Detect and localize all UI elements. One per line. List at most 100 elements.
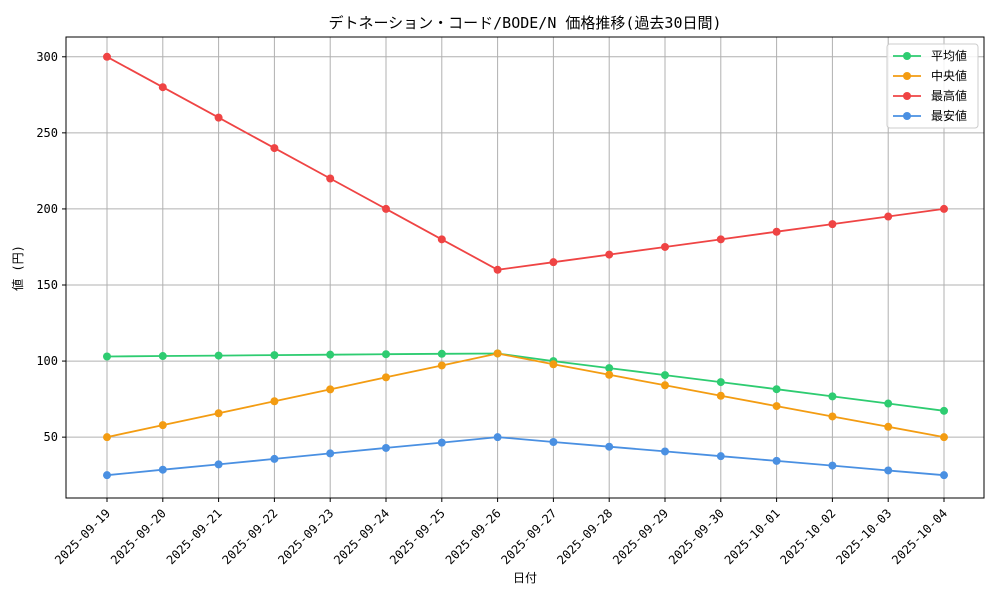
data-point (828, 412, 837, 421)
data-point (605, 250, 614, 259)
y-tick-label: 150 (36, 278, 58, 292)
data-point (493, 265, 502, 274)
data-point (270, 144, 279, 153)
data-point (103, 52, 111, 61)
data-point (158, 83, 167, 92)
data-point (828, 220, 837, 229)
data-point (382, 373, 390, 382)
data-point (437, 438, 446, 447)
legend-label: 最安値 (931, 108, 967, 123)
data-point (158, 421, 167, 430)
legend-item[interactable]: 平均値 (893, 48, 967, 63)
data-point (661, 371, 669, 380)
x-axis: 2025-09-192025-09-202025-09-212025-09-22… (52, 498, 950, 567)
y-axis-label: 値 (円) (10, 245, 25, 291)
data-point (884, 422, 893, 431)
data-point (437, 349, 446, 358)
data-point (214, 460, 223, 469)
data-point (326, 385, 335, 394)
x-tick-label: 2025-10-02 (778, 506, 839, 567)
series-line (106, 352, 945, 412)
x-tick-label: 2025-09-21 (164, 506, 225, 567)
series-line (106, 352, 945, 438)
legend-marker (903, 52, 911, 60)
data-point (772, 227, 781, 236)
legend-label: 最高値 (931, 88, 967, 103)
data-point (549, 258, 558, 267)
x-tick-label: 2025-09-23 (275, 506, 336, 567)
data-point (493, 349, 502, 358)
data-point (661, 242, 669, 251)
x-tick-label: 2025-10-04 (889, 506, 950, 567)
data-point (884, 466, 893, 475)
legend-label: 中央値 (931, 68, 967, 83)
data-point (828, 461, 837, 470)
series-layer (103, 52, 948, 480)
data-point (716, 378, 725, 387)
data-point (270, 351, 279, 360)
legend-item[interactable]: 最安値 (893, 108, 967, 123)
y-tick-label: 200 (36, 202, 58, 216)
data-point (940, 406, 948, 415)
data-point (493, 433, 502, 442)
data-point (382, 350, 390, 359)
data-point (605, 364, 614, 373)
data-point (437, 361, 446, 370)
y-tick-label: 50 (44, 430, 58, 444)
x-tick-label: 2025-09-28 (554, 506, 615, 567)
data-point (214, 409, 223, 418)
plot-frame (65, 36, 985, 499)
y-axis: 50 100 150 200 250 300 (36, 50, 66, 444)
data-point (716, 235, 725, 244)
x-tick-label: 2025-10-01 (722, 506, 783, 567)
data-point (772, 456, 781, 465)
data-point (772, 402, 781, 411)
series-line (106, 436, 945, 477)
data-point (772, 385, 781, 394)
x-tick-label: 2025-09-22 (220, 506, 281, 567)
data-point (661, 381, 669, 390)
chart-title: デトネーション・コード/BODE/N 価格推移(過去30日間) (328, 14, 721, 32)
y-tick-label: 250 (36, 126, 58, 140)
data-point (605, 370, 614, 379)
series-line (106, 56, 945, 271)
x-tick-label: 2025-09-27 (499, 506, 560, 567)
x-tick-label: 2025-09-30 (666, 506, 727, 567)
data-point (661, 447, 669, 456)
data-point (940, 204, 948, 213)
x-tick-label: 2025-09-24 (331, 506, 392, 567)
x-tick-label: 2025-09-29 (610, 506, 671, 567)
data-point (103, 433, 111, 442)
data-point (326, 449, 335, 458)
grid-lines (66, 37, 984, 498)
data-point (940, 433, 948, 442)
y-tick-label: 100 (36, 354, 58, 368)
x-axis-label: 日付 (513, 571, 537, 585)
legend-marker (903, 72, 911, 80)
data-point (605, 442, 614, 451)
data-point (214, 113, 223, 122)
data-point (549, 360, 558, 369)
legend-marker (903, 92, 911, 100)
data-point (884, 399, 893, 408)
data-point (103, 471, 111, 480)
series-最高値 (103, 52, 948, 274)
data-point (382, 204, 390, 213)
data-point (549, 438, 558, 447)
data-point (158, 465, 167, 474)
data-point (270, 454, 279, 463)
data-point (270, 397, 279, 406)
data-point (940, 471, 948, 480)
x-tick-label: 2025-10-03 (833, 506, 894, 567)
legend-item[interactable]: 中央値 (893, 68, 967, 83)
data-point (437, 235, 446, 244)
y-tick-label: 300 (36, 50, 58, 64)
x-tick-label: 2025-09-20 (108, 506, 169, 567)
series-最安値 (103, 433, 948, 480)
legend-item[interactable]: 最高値 (893, 88, 967, 103)
data-point (214, 351, 223, 360)
data-point (828, 392, 837, 401)
series-中央値 (103, 349, 948, 442)
